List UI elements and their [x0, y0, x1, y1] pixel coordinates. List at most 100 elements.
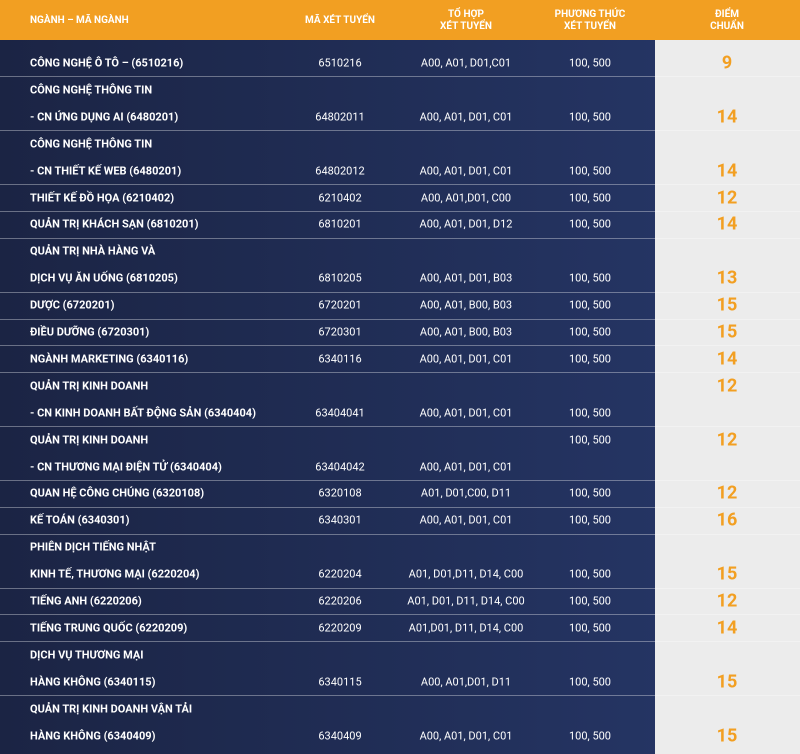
subject-combo: A00, A01,D01, D11	[420, 675, 512, 689]
program-name: QUẢN TRỊ KINH DOANH	[30, 433, 149, 447]
method: 100, 500	[569, 56, 611, 70]
admission-code: 6340115	[318, 675, 362, 689]
admission-code: 64802012	[315, 164, 365, 178]
score-column	[655, 40, 800, 754]
program-name: QUẢN TRỊ NHÀ HÀNG VÀ	[30, 244, 156, 258]
method: 100, 500	[569, 164, 611, 178]
program-name: DỊCH VỤ ĂN UỐNG (6810205)	[30, 271, 178, 285]
header-cell: ĐIỂM CHUẨN	[710, 9, 744, 32]
subject-combo: A00, A01, B00, B03	[419, 298, 513, 312]
row-separator	[0, 210, 800, 212]
program-name: HÀNG KHÔNG (6340409)	[30, 729, 156, 742]
subject-combo: A00, A01, D01, C01	[419, 460, 513, 473]
admission-code: 6510216	[318, 56, 362, 70]
method: 100, 500	[569, 433, 611, 447]
score: 15	[716, 294, 738, 316]
admission-code: 63404042	[315, 460, 365, 473]
method: 100, 500	[569, 298, 611, 312]
admission-code: 6810205	[318, 271, 362, 285]
row-separator	[0, 641, 800, 643]
admission-code: 6720301	[318, 325, 362, 339]
header-cell: PHƯƠNG THỨC XÉT TUYỂN	[554, 9, 626, 32]
subject-combo: A01, D01,D11, D14, C00	[408, 567, 524, 581]
row-separator	[0, 318, 800, 320]
score: 14	[716, 160, 738, 182]
program-name: KINH TẾ, THƯƠNG MẠI (6220204)	[30, 567, 200, 581]
admission-code: 6340301	[318, 513, 362, 527]
row-separator	[0, 587, 800, 589]
subject-combo: A00, A01, D01, C01	[419, 406, 513, 420]
row-separator	[0, 695, 800, 697]
program-name: QUẢN TRỊ KHÁCH SẠN (6810201)	[30, 217, 199, 231]
method: 100, 500	[569, 191, 611, 204]
score: 12	[716, 375, 738, 397]
method: 100, 500	[569, 110, 611, 124]
score: 9	[721, 52, 733, 74]
program-name: - CN ỨNG DỤNG AI (6480201)	[30, 110, 179, 124]
subject-combo: A00, A01, D01, B03	[419, 271, 513, 285]
program-name: NGÀNH MARKETING (6340116)	[30, 352, 189, 366]
subject-combo: A00, A01, D01, C01	[419, 352, 513, 366]
subject-combo: A00, A01, D01, D12	[419, 217, 513, 231]
row-separator	[0, 76, 800, 78]
admission-code: 63404041	[315, 406, 365, 420]
program-name: DƯỢC (6720201)	[30, 298, 115, 312]
method: 100, 500	[569, 486, 611, 500]
subject-combo: A01,D01, D11, D14, C00	[408, 621, 524, 635]
program-name: CÔNG NGHỆ Ô TÔ – (6510216)	[30, 56, 184, 70]
program-name: CÔNG NGHỆ THÔNG TIN	[30, 83, 153, 97]
score: 12	[716, 187, 738, 208]
admission-code: 6320108	[318, 486, 362, 500]
admission-code: 6810201	[318, 217, 362, 231]
header-cell: TỔ HỢP XÉT TUYỂN	[440, 9, 492, 32]
program-name: - CN THƯƠNG MẠI ĐIỆN TỬ (6340404)	[30, 460, 222, 473]
program-name: PHIÊN DỊCH TIẾNG NHẬT	[30, 540, 156, 554]
method: 100, 500	[569, 675, 611, 689]
header-cell: NGÀNH – MÃ NGÀNH	[30, 15, 129, 26]
program-name: TIẾNG TRUNG QUỐC (6220209)	[30, 621, 188, 635]
score: 14	[716, 213, 738, 235]
method: 100, 500	[569, 406, 611, 420]
admission-code: 6340409	[318, 729, 362, 742]
subject-combo: A00, A01, D01, C01	[419, 164, 513, 178]
subject-combo: A00, A01, B00, B03	[419, 325, 513, 339]
score: 12	[716, 482, 738, 504]
subject-combo: A01, D01,C00, D11	[420, 486, 512, 500]
row-separator	[0, 533, 800, 535]
program-name: THIẾT KẾ ĐỒ HỌA (6210402)	[30, 191, 175, 204]
header-cell: MÃ XÉT TUYỂN	[305, 15, 375, 26]
header-bar	[0, 0, 800, 40]
row-separator	[0, 291, 800, 293]
score: 13	[716, 267, 738, 289]
method: 100, 500	[569, 621, 611, 635]
program-name: HÀNG KHÔNG (6340115)	[30, 675, 156, 689]
program-name: - CN THIẾT KẾ WEB (6480201)	[30, 164, 182, 178]
row-separator	[0, 372, 800, 374]
row-separator	[0, 479, 800, 481]
admission-code: 6220206	[318, 594, 362, 608]
program-name: CÔNG NGHỆ THÔNG TIN	[30, 137, 153, 151]
method: 100, 500	[569, 271, 611, 285]
subject-combo: A01, D01, D11, D14, C00	[407, 594, 525, 608]
method: 100, 500	[569, 325, 611, 339]
subject-combo: A00, A01, D01,C01	[420, 56, 512, 70]
score: 14	[716, 348, 738, 370]
program-name: QUAN HỆ CÔNG CHÚNG (6320108)	[30, 486, 205, 500]
program-name: ĐIỀU DƯỠNG (6720301)	[30, 325, 150, 339]
row-separator	[0, 130, 800, 132]
method: 100, 500	[569, 217, 611, 231]
score: 15	[716, 725, 738, 746]
row-separator	[0, 426, 800, 428]
score: 15	[716, 321, 738, 343]
method: 100, 500	[569, 567, 611, 581]
subject-combo: A00, A01,D01, C00	[420, 191, 512, 204]
score: 16	[716, 509, 738, 531]
row-separator	[0, 614, 800, 616]
row-separator	[0, 237, 800, 239]
admission-code: 6720201	[318, 298, 362, 312]
subject-combo: A00, A01, D01, C01	[419, 729, 513, 742]
method: 100, 500	[569, 594, 611, 608]
method: 100, 500	[569, 513, 611, 527]
row-separator	[0, 184, 800, 186]
